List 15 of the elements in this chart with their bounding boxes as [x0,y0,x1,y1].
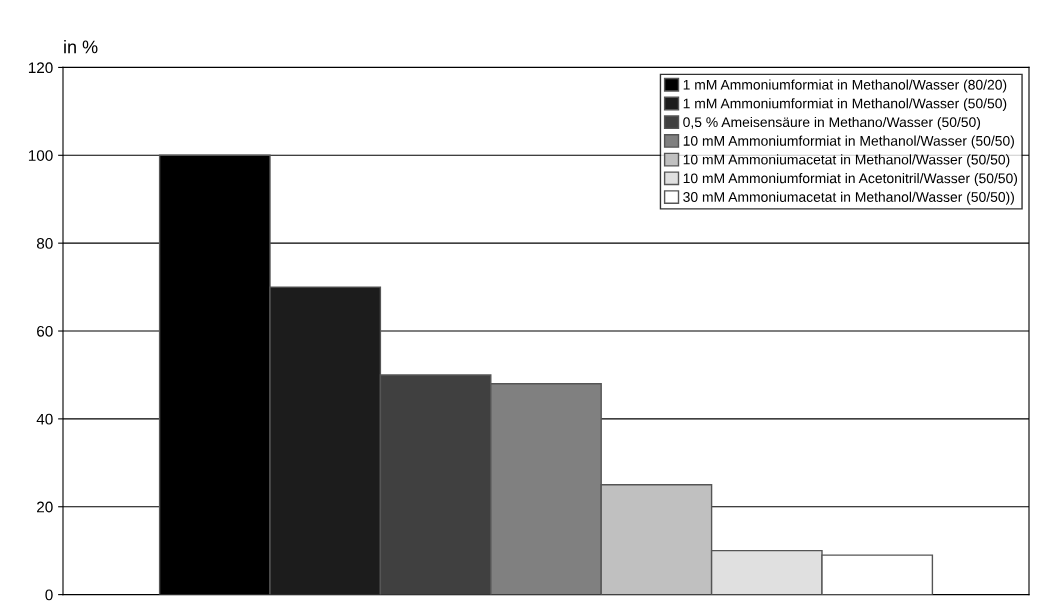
y-tick-label: 60 [37,325,53,337]
y-tick-label: 40 [36,413,53,425]
y-tick-label: 120 [28,62,53,74]
y-tick-label: 0 [45,589,53,601]
y-axis-title: in % [64,40,98,54]
legend-label: 10 mM Ammoniumformiat in Methanol/Wasser (50/50) [683,135,1014,149]
legend-label: 1 mM Ammoniumformiat in Methanol/Wasser (50/50) [683,98,1007,112]
legend-label: 10 mM Ammoniumformiat in Acetonitril/Wasser (50/50) [683,173,1018,186]
y-tick-label: 20 [37,501,53,513]
y-tick-label: 100 [28,150,53,161]
legend-label: 10 mM Ammoniumacetat in Methanol/Wasser (50/50) [683,154,1010,168]
legend-label: 0,5 % Ameisensäure in Methano/Wasser (50/50) [683,116,981,130]
y-tick-label: 80 [36,238,53,249]
legend-label: 1 mM Ammoniumformiat in Methanol/Wasser (80/20) [683,79,1007,93]
legend-label: 30 mM Ammoniumacetat in Methanol/Wasser (50/50)) [683,191,1014,205]
